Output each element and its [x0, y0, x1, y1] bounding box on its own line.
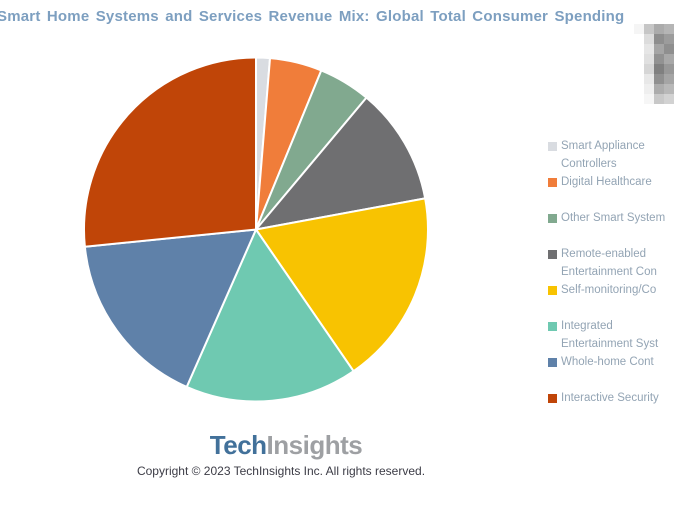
legend-item: Digital Healthcare: [548, 173, 674, 191]
legend: Smart Appliance Controllers Digital Health…: [548, 137, 674, 407]
watermark-cell: [654, 54, 664, 64]
legend-label: Entertainment Con: [561, 266, 657, 278]
pie-slice-8: [83, 56, 257, 248]
watermark-cell: [634, 94, 644, 104]
legend-label: Digital Healthcare: [561, 176, 652, 188]
legend-item-continuation: Controllers: [548, 155, 674, 173]
legend-label: Whole-home Cont: [561, 356, 654, 368]
watermark-cell: [634, 74, 644, 84]
legend-label: Entertainment Syst: [561, 338, 659, 350]
legend-swatch-icon: [548, 321, 557, 331]
watermark-cell: [634, 64, 644, 74]
watermark-cell: [644, 44, 654, 54]
legend-item: Smart Appliance: [548, 137, 674, 155]
legend-item: Whole-home Cont: [548, 353, 674, 371]
watermark-cell: [634, 54, 644, 64]
legend-swatch-icon: [548, 141, 557, 151]
techinsights-logo: TechInsights: [0, 430, 572, 461]
watermark-cell: [654, 24, 664, 34]
watermark-cell: [654, 64, 664, 74]
logo-tech-text: Tech: [209, 430, 267, 460]
legend-spacer: [548, 227, 674, 245]
pie-slice-5: [255, 197, 429, 373]
legend-label: Self-monitoring/Co: [561, 284, 657, 296]
legend-item: Integrated: [548, 317, 674, 335]
legend-swatch-icon: [548, 393, 557, 403]
legend-spacer: [548, 299, 674, 317]
legend-label: Remote-enabled: [561, 248, 647, 260]
legend-item-continuation: Entertainment Con: [548, 263, 674, 281]
legend-item: Other Smart System: [548, 209, 674, 227]
watermark-cell: [644, 94, 654, 104]
legend-item: Interactive Security: [548, 389, 674, 407]
watermark-cell: [664, 94, 674, 104]
legend-label: Smart Appliance: [561, 140, 645, 152]
legend-item: Remote-enabled: [548, 245, 674, 263]
legend-spacer: [548, 371, 674, 389]
copyright-text: Copyright © 2023 TechInsights Inc. All r…: [136, 464, 426, 478]
pie-slice-4: [255, 96, 427, 231]
watermark-cell: [634, 24, 644, 34]
legend-swatch-icon: [548, 177, 557, 187]
watermark-cell: [644, 54, 654, 64]
legend-item-continuation: Entertainment Syst: [548, 335, 674, 353]
watermark-cell: [664, 34, 674, 44]
watermark-cell: [644, 74, 654, 84]
pie-slice-7: [83, 228, 257, 388]
watermark-cell: [654, 84, 664, 94]
watermark-cell: [664, 84, 674, 94]
legend-item: Self-monitoring/Co: [548, 281, 674, 299]
watermark-cell: [664, 64, 674, 74]
watermark-cell: [664, 24, 674, 34]
watermark-cell: [644, 34, 654, 44]
watermark-cell: [654, 74, 664, 84]
watermark-cell: [664, 74, 674, 84]
watermark-cell: [654, 94, 664, 104]
legend-label: Other Smart System: [561, 212, 666, 224]
pie-slice-6: [185, 228, 355, 403]
watermark-cell: [634, 44, 644, 54]
watermark-cell: [644, 64, 654, 74]
watermark-cell: [664, 54, 674, 64]
legend-swatch-icon: [548, 357, 557, 367]
legend-label: Controllers: [561, 158, 617, 170]
watermark-cell: [654, 34, 664, 44]
watermark-cell: [654, 44, 664, 54]
legend-swatch-icon: [548, 213, 557, 223]
watermark-cell: [644, 84, 654, 94]
watermark-cell: [664, 44, 674, 54]
logo-insights-text: Insights: [266, 430, 363, 460]
legend-label: Interactive Security: [561, 392, 659, 404]
watermark-cell: [634, 34, 644, 44]
legend-label: Integrated: [561, 320, 613, 332]
legend-spacer: [548, 191, 674, 209]
pixelated-watermark: [634, 24, 674, 104]
watermark-cell: [644, 24, 654, 34]
watermark-cell: [634, 84, 644, 94]
chart-title: Smart Home Systems and Services Revenue …: [0, 8, 625, 25]
legend-swatch-icon: [548, 285, 557, 295]
legend-swatch-icon: [548, 249, 557, 259]
